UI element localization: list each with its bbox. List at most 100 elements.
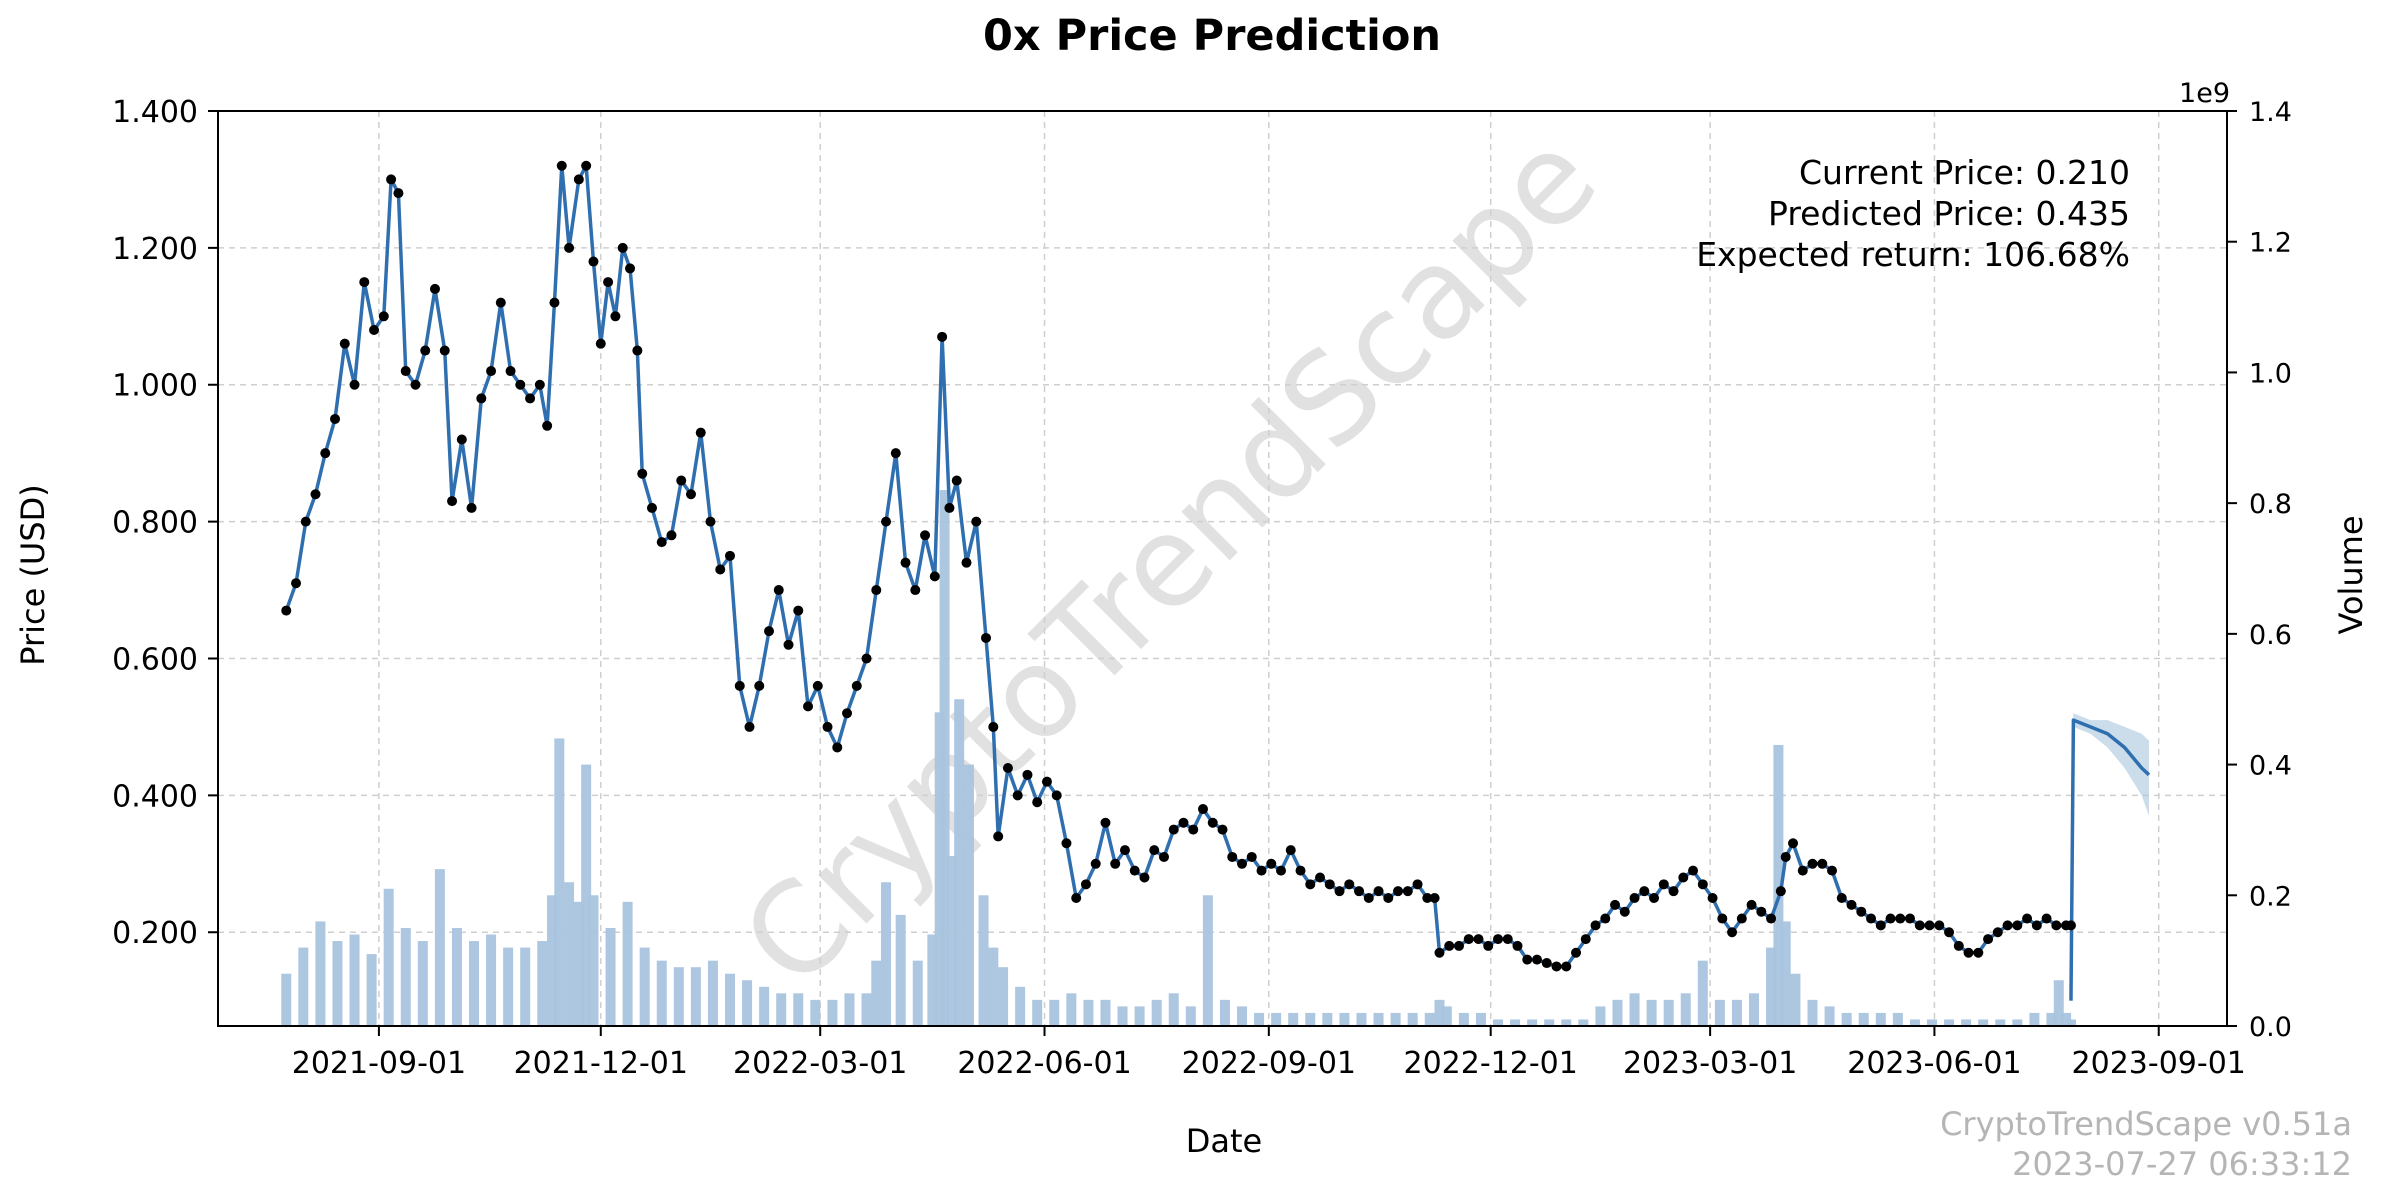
volume-bar xyxy=(547,895,558,1026)
y-tick-label: 0.600 xyxy=(112,642,198,677)
volume-bar xyxy=(1926,1019,1937,1026)
price-marker xyxy=(1119,845,1130,856)
price-marker xyxy=(1639,886,1650,897)
volume-bar xyxy=(1407,1012,1418,1026)
volume-bar xyxy=(827,999,838,1026)
x-axis-label: Date xyxy=(1186,1122,1262,1160)
volume-bar xyxy=(469,941,480,1026)
y-tick-label: 1.000 xyxy=(112,369,198,404)
price-marker xyxy=(1944,927,1955,938)
price-marker xyxy=(754,680,765,691)
volume-bar xyxy=(1390,1012,1401,1026)
price-marker xyxy=(1402,886,1413,897)
price-marker xyxy=(429,283,440,294)
price-marker xyxy=(515,379,526,390)
price-marker xyxy=(456,434,467,445)
volume-bar xyxy=(1714,999,1725,1026)
price-marker xyxy=(937,331,948,342)
volume-bar xyxy=(1493,1019,1504,1026)
price-marker xyxy=(1139,872,1150,883)
volume-bar xyxy=(1773,744,1784,1026)
price-marker xyxy=(1217,824,1228,835)
volume-bar xyxy=(1680,993,1691,1026)
volume-bar xyxy=(810,999,821,1026)
volume-bar xyxy=(1441,1006,1452,1026)
price-marker xyxy=(1493,934,1504,945)
prediction-band-layer xyxy=(2073,713,2149,816)
volume-bar xyxy=(1612,999,1623,1026)
volume-bar xyxy=(366,954,377,1026)
volume-bar xyxy=(1824,1006,1835,1026)
volume-bar xyxy=(1780,921,1791,1026)
volume-bar xyxy=(776,993,787,1026)
volume-bar xyxy=(1237,1006,1248,1026)
volume-bar xyxy=(1185,1006,1196,1026)
volume-bar xyxy=(573,901,584,1026)
volume-bar xyxy=(963,764,974,1026)
volume-bar xyxy=(1858,1012,1869,1026)
price-marker xyxy=(1924,920,1935,931)
price-marker xyxy=(1334,886,1345,897)
volume-bar xyxy=(537,941,548,1026)
price-marker xyxy=(1422,893,1433,904)
price-marker xyxy=(1756,906,1767,917)
price-marker xyxy=(610,311,621,322)
volume-bar xyxy=(1646,999,1657,1026)
price-marker xyxy=(1746,899,1757,910)
price-marker xyxy=(1600,913,1611,924)
price-marker xyxy=(920,530,931,541)
price-marker xyxy=(1934,920,1945,931)
price-marker xyxy=(1295,865,1306,876)
price-marker xyxy=(1807,858,1818,869)
price-marker xyxy=(929,571,940,582)
volume-bar xyxy=(332,941,343,1026)
price-marker xyxy=(1344,879,1355,890)
volume-bar xyxy=(927,934,938,1026)
volume-bar xyxy=(1875,1012,1886,1026)
price-marker xyxy=(1473,934,1484,945)
volume-bar xyxy=(1527,1019,1538,1026)
volume-bar xyxy=(639,947,650,1026)
price-marker xyxy=(1463,934,1474,945)
volume-bar xyxy=(1561,1019,1572,1026)
price-marker xyxy=(861,653,872,664)
x-tick-label: 2022-09-01 xyxy=(1182,1046,1356,1081)
volume-bar xyxy=(978,895,989,1026)
x-tick-label: 2023-06-01 xyxy=(1847,1046,2021,1081)
price-marker xyxy=(632,345,643,356)
current-price-annotation: Current Price: 0.210 xyxy=(1799,153,2130,192)
price-marker xyxy=(715,564,726,575)
volume-bar xyxy=(434,869,445,1026)
price-marker xyxy=(1434,947,1445,958)
volume-bar xyxy=(1629,993,1640,1026)
volume-bar xyxy=(281,973,292,1026)
price-marker xyxy=(1080,879,1091,890)
price-marker xyxy=(744,721,755,732)
price-marker xyxy=(300,516,311,527)
expected-return-annotation: Expected return: 106.68% xyxy=(1696,235,2130,274)
price-marker xyxy=(1246,851,1257,862)
x-tick-label: 2022-12-01 xyxy=(1404,1046,1578,1081)
price-marker xyxy=(349,379,360,390)
price-marker xyxy=(803,701,814,712)
price-marker xyxy=(1649,893,1660,904)
x-tick-label: 2023-09-01 xyxy=(2072,1046,2246,1081)
price-marker xyxy=(466,502,477,513)
price-markers xyxy=(281,160,2076,972)
price-marker xyxy=(378,311,389,322)
volume-bar xyxy=(1083,999,1094,1026)
y2-tick-label: 0.8 xyxy=(2249,489,2292,520)
price-marker xyxy=(993,831,1004,842)
y2-axis-label: Volume xyxy=(2332,515,2370,634)
price-marker xyxy=(1429,893,1440,904)
price-marker xyxy=(420,345,431,356)
volume-bar xyxy=(1049,999,1060,1026)
price-marker xyxy=(783,639,794,650)
x-tick-label: 2023-03-01 xyxy=(1623,1046,1797,1081)
price-marker xyxy=(2041,913,2052,924)
price-marker xyxy=(1827,865,1838,876)
volume-bar xyxy=(520,947,531,1026)
volume-bar xyxy=(673,967,684,1026)
volume-bar xyxy=(1961,1019,1972,1026)
price-marker xyxy=(495,297,506,308)
